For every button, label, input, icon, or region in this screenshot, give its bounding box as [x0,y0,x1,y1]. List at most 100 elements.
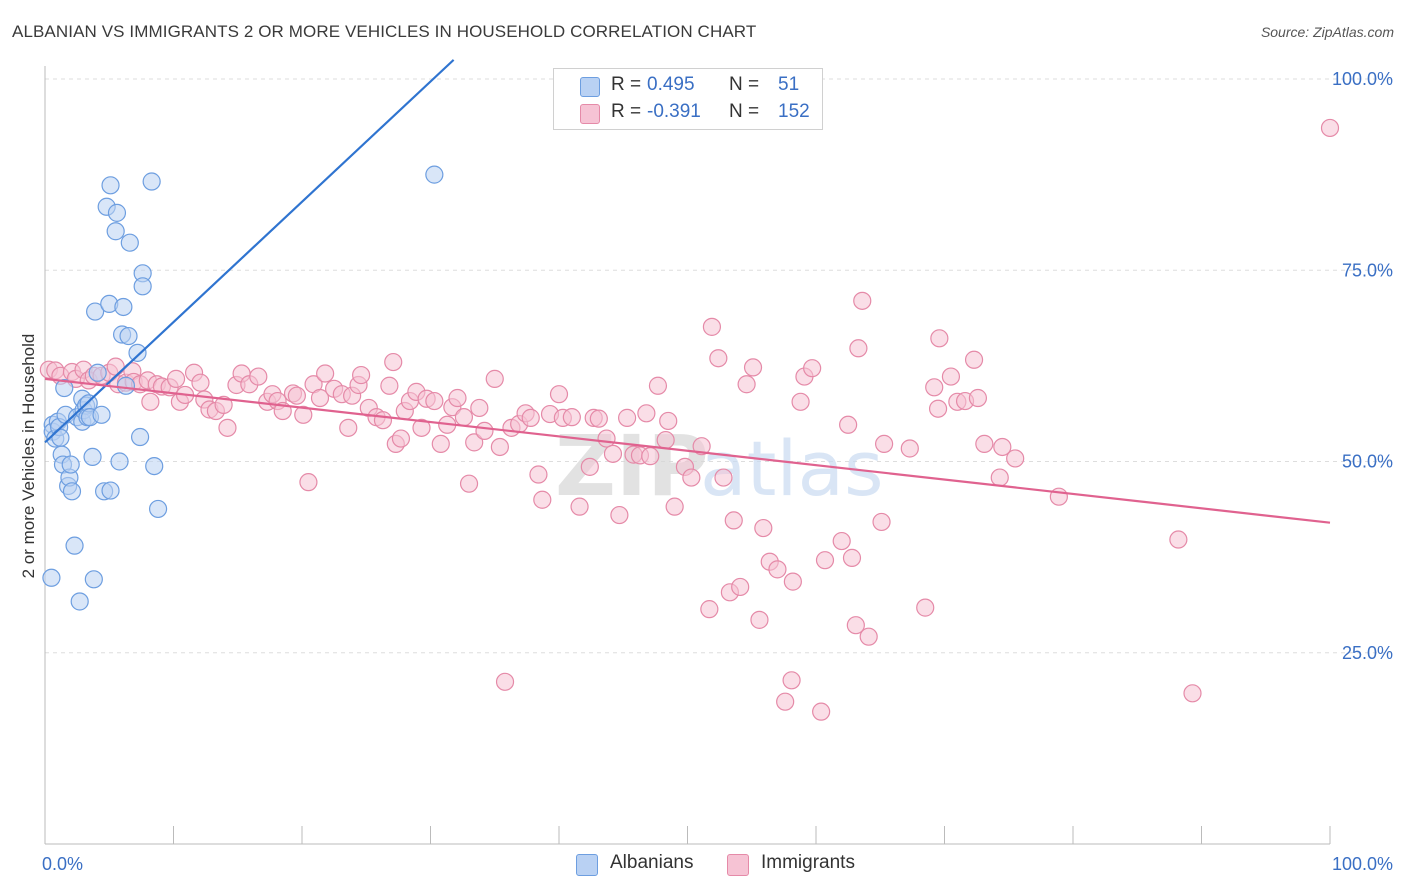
data-point [964,350,984,369]
axis-labels: 25.0% 50.0% 75.0% 100.0% 0.0% 100.0% 2 or more… [19,69,1393,874]
data-point [495,672,515,691]
data-point [316,364,335,383]
data-point [846,616,865,635]
data-point [692,437,711,456]
n-value: 51 [778,74,800,95]
data-point [65,536,84,555]
data-point [941,367,961,386]
data-point [1169,530,1188,549]
data-point [700,600,719,619]
data-point [832,531,851,551]
data-point [110,452,129,471]
data-point [106,357,125,376]
data-point [470,398,489,418]
data-point [750,610,769,629]
y-tick-label: 75.0% [1342,260,1393,280]
data-point [62,482,82,501]
immigrants-legend-swatch [727,854,749,876]
albanians-swatch [580,77,600,97]
data-point [214,395,233,414]
data-point [533,490,552,509]
data-point [768,560,787,579]
immigrants-legend-label: Immigrants [761,852,855,873]
data-point [70,592,89,611]
y-tick-label: 50.0% [1342,452,1393,472]
data-point [610,505,629,525]
data-point [618,408,637,427]
data-point [92,405,111,424]
data-point [454,408,474,427]
data-point [373,411,393,430]
data-point [724,511,743,530]
data-point [776,692,795,711]
n-value: 152 [778,101,810,122]
data-point [130,427,150,447]
r-label: R = [611,101,642,122]
data-point [55,378,74,398]
data-point [872,512,891,532]
chart-title: ALBANIAN VS IMMIGRANTS 2 OR MORE VEHICLE… [12,22,757,41]
data-point [166,369,186,388]
data-point [529,465,548,484]
data-point [875,434,894,454]
data-point [61,455,80,474]
data-point [106,222,125,241]
data-point [299,473,318,492]
data-point [114,297,133,317]
data-point [900,439,919,458]
data-point [637,404,656,423]
data-point [88,363,107,382]
data-point [425,165,444,184]
data-point [656,430,675,450]
data-point [107,203,127,222]
data-point [142,172,161,191]
data-point [352,365,371,385]
data-point [119,326,138,346]
data-point [925,378,944,397]
data-point [580,457,599,476]
data-point [51,428,70,447]
data-point [141,392,160,411]
data-point [475,421,494,440]
data-point [412,418,431,437]
data-point [990,468,1009,487]
data-point [84,570,103,589]
immigrants-swatch [580,104,600,124]
n-label: N = [729,74,760,95]
data-point [1183,684,1202,703]
data-point [842,548,862,567]
data-point [485,369,504,388]
data-point [570,497,589,516]
data-point [597,429,616,448]
data-point [490,437,509,457]
data-point [737,375,756,394]
data-point [783,572,802,591]
n-label: N = [729,101,760,122]
data-point [42,568,61,587]
data-point [101,481,120,500]
data-point [791,392,810,411]
albanians-legend-label: Albanians [610,852,694,873]
immigrants-points [39,118,1340,721]
data-point [391,429,411,448]
data-point [86,302,105,321]
data-point [339,418,358,437]
data-point [659,411,678,431]
data-point [803,359,822,378]
data-point [148,499,168,519]
correlation-legend: R = 0.495 N = 51 R = -0.391 N = 152 [553,68,823,130]
axes [44,66,1331,845]
albanians-legend-swatch [576,854,598,876]
data-point [459,474,479,493]
data-point [562,408,581,427]
watermark-atlas: atlas [700,424,884,513]
data-point [812,702,831,721]
trend-lines [44,59,1331,524]
data-point [839,415,858,434]
data-point [133,277,152,296]
x-tick-label: 0.0% [42,854,83,874]
data-point [310,388,330,408]
data-point [916,598,935,617]
source-label: Source: ZipAtlas.com [1260,24,1394,40]
